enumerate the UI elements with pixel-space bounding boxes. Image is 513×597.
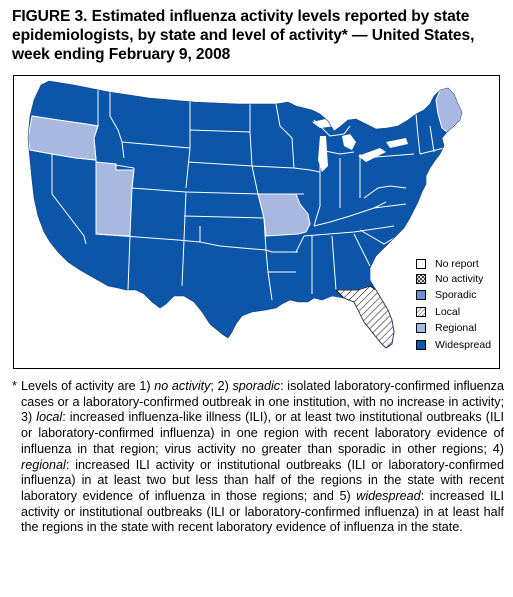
swatch-widespread: [416, 340, 426, 350]
legend-label: Regional: [435, 322, 477, 334]
swatch-local: [416, 307, 426, 317]
footnote-term: no activity: [154, 379, 211, 393]
swatch-regional: [416, 323, 426, 333]
great-lakes: [312, 118, 408, 172]
map-frame: No report No activity Sporadic Local Reg…: [13, 75, 500, 369]
legend-label: No activity: [435, 273, 484, 285]
footnote-text: Levels of activity are 1) no activity; 2…: [21, 379, 504, 536]
swatch-no-activity: [416, 274, 426, 284]
state-oregon: [27, 115, 99, 161]
footnote-term: regional: [21, 457, 66, 472]
legend-label: No report: [435, 258, 479, 270]
footnote-term: sporadic: [232, 379, 281, 393]
state-florida: [335, 285, 395, 349]
state-utah: [95, 161, 135, 237]
footnote-segment: : increased ILI activity or institutiona…: [21, 488, 504, 535]
swatch-sporadic: [416, 290, 426, 300]
footnote: * Levels of activity are 1) no activity;…: [12, 379, 504, 536]
footnote-term: widespread: [356, 488, 421, 503]
us-landmass: [28, 81, 462, 348]
state-missouri: [257, 193, 311, 237]
footnote-segment: : increased influenza-like illness (ILI)…: [21, 410, 504, 456]
footnote-segment: Levels of activity are 1): [21, 379, 155, 393]
footnote-segment: ; 2): [210, 379, 233, 393]
legend-label: Local: [435, 306, 461, 318]
coastline: [27, 80, 463, 349]
legend-label: Widespread: [435, 339, 492, 351]
figure-title-text: Estimated influenza activity levels repo…: [12, 8, 475, 63]
footnote-segment: : increased ILI activity or institutiona…: [21, 457, 504, 503]
legend-label: Sporadic: [435, 289, 477, 301]
figure-title: FIGURE 3. Estimated influenza activity l…: [12, 7, 508, 64]
figure-label: FIGURE 3.: [12, 8, 88, 25]
footnote-marker: *: [12, 379, 17, 393]
footnote-segment: : isolated laboratory-confirmed influenz…: [21, 379, 504, 425]
us-map: [27, 80, 463, 349]
footnote-term: local: [36, 410, 63, 425]
swatch-no-report: [416, 259, 426, 269]
